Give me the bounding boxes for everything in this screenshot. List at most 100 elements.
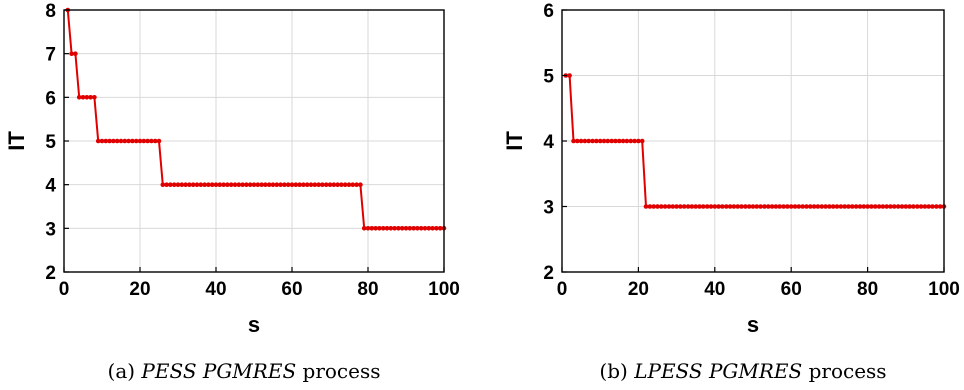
data-point — [293, 182, 299, 187]
data-point — [850, 204, 855, 209]
data-point — [145, 138, 150, 144]
data-point — [244, 182, 249, 187]
data-point — [788, 204, 794, 209]
data-point — [811, 204, 817, 209]
data-point — [899, 204, 905, 209]
data-point — [670, 204, 676, 209]
data-point — [762, 204, 767, 209]
data-point — [99, 138, 105, 144]
data-point — [823, 204, 828, 209]
data-point — [674, 204, 679, 209]
data-point — [217, 182, 223, 187]
data-point — [160, 182, 166, 187]
y-tick-label: 3 — [543, 198, 554, 219]
data-point — [346, 182, 352, 187]
data-point — [194, 182, 200, 187]
data-point — [651, 204, 656, 209]
data-point — [804, 204, 809, 209]
data-point — [80, 95, 86, 100]
data-point — [209, 182, 215, 187]
data-point — [865, 204, 870, 209]
data-point — [697, 204, 702, 209]
data-point — [724, 204, 729, 209]
data-point — [114, 138, 120, 144]
y-tick-label: 2 — [45, 263, 56, 284]
caption-b-rest: process — [809, 359, 887, 383]
data-point — [934, 204, 939, 209]
caption-b: (b) LPESS PGMRES process — [599, 359, 886, 383]
data-point — [853, 204, 859, 209]
data-point — [639, 138, 645, 144]
y-tick-label: 4 — [543, 132, 554, 153]
data-point — [289, 182, 295, 187]
data-point — [601, 138, 607, 144]
data-point — [373, 226, 378, 231]
data-point — [594, 138, 599, 144]
data-point — [320, 182, 325, 187]
data-point — [659, 204, 664, 209]
data-point — [685, 204, 691, 209]
data-point — [613, 138, 618, 144]
data-point — [785, 204, 790, 209]
data-point — [769, 204, 775, 209]
x-tick-label: 40 — [205, 279, 226, 300]
data-point — [609, 138, 614, 144]
data-point — [380, 226, 386, 231]
data-point — [251, 182, 257, 187]
data-point — [727, 204, 733, 209]
data-point — [301, 182, 306, 187]
data-point — [274, 182, 280, 187]
y-tick-label: 6 — [45, 88, 56, 109]
data-point — [221, 182, 226, 187]
data-point — [202, 182, 207, 187]
data-point — [846, 204, 851, 209]
data-point — [388, 226, 394, 231]
grid-b — [562, 10, 944, 272]
data-point — [263, 182, 268, 187]
data-point — [743, 204, 748, 209]
data-point — [815, 204, 821, 209]
data-point — [111, 138, 116, 144]
y-tick-label: 3 — [45, 219, 56, 240]
data-point — [122, 138, 128, 144]
data-point — [590, 138, 595, 144]
data-point — [720, 204, 725, 209]
x-axis-label-b: s — [747, 312, 759, 337]
data-point — [655, 204, 660, 209]
data-point — [365, 226, 371, 231]
data-point — [712, 204, 718, 209]
x-tick-label: 20 — [129, 279, 150, 300]
data-point — [392, 226, 397, 231]
data-point — [872, 204, 878, 209]
data-point — [739, 204, 744, 209]
data-point — [750, 204, 756, 209]
x-axis-label-a: s — [248, 312, 260, 337]
data-point — [911, 204, 916, 209]
data-point — [918, 204, 924, 209]
data-point — [643, 204, 649, 209]
data-point — [701, 204, 706, 209]
data-point — [915, 204, 920, 209]
data-point — [133, 138, 139, 144]
y-tick-label: 4 — [45, 176, 56, 197]
caption-a-rest: process — [303, 359, 381, 383]
data-point — [575, 138, 580, 144]
data-point — [255, 182, 261, 187]
data-point — [103, 138, 109, 144]
data-point — [681, 204, 687, 209]
data-point — [164, 182, 169, 187]
data-point — [407, 226, 413, 231]
data-point — [434, 226, 439, 231]
data-point — [704, 204, 710, 209]
data-point — [880, 204, 886, 209]
x-tick-label: 100 — [928, 279, 960, 300]
series-line — [66, 9, 444, 230]
x-tick-label: 40 — [704, 279, 725, 300]
data-point — [888, 204, 893, 209]
data-point — [278, 182, 283, 187]
x-tick-label: 60 — [281, 279, 302, 300]
y-axis-label-b: IT — [502, 131, 527, 151]
data-point — [777, 204, 782, 209]
data-point — [259, 182, 264, 187]
